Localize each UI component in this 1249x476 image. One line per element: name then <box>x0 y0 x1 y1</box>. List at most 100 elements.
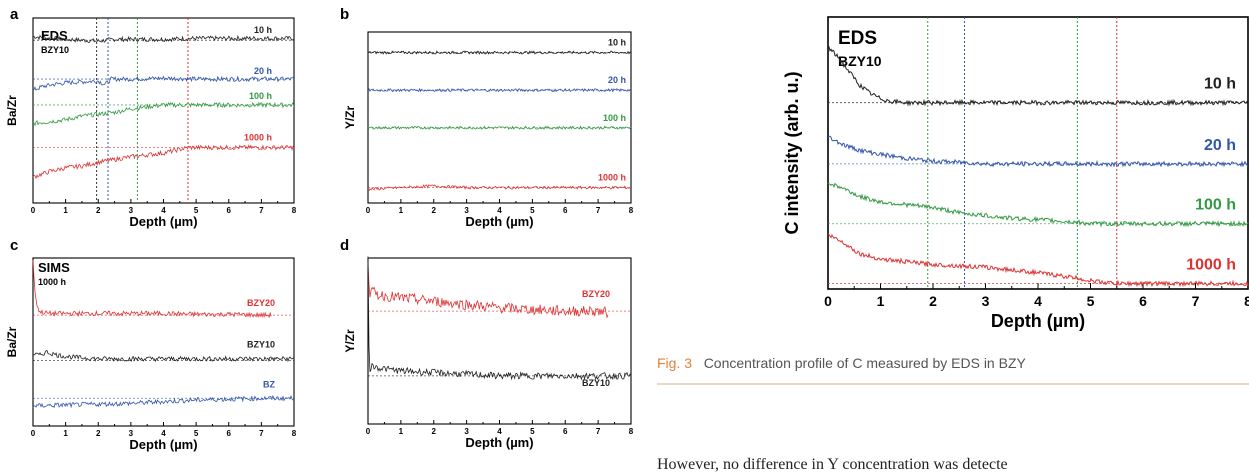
series-label: 1000 h <box>1186 257 1236 274</box>
series-line-10-h <box>367 50 632 55</box>
x-axis-label: Depth (µm) <box>465 435 533 450</box>
panel-c: 0 1 2 3 4 5 6 7 8 Depth (µm) Ba/Zr c SIMS 1000 h BZY20… <box>5 237 297 452</box>
x-axis-label: Depth (µm) <box>465 214 533 229</box>
x-tick-label: 1 <box>877 293 885 309</box>
x-tick-label: 4 <box>161 206 166 215</box>
x-tick-label: 4 <box>161 429 166 438</box>
series-label: BZ <box>263 379 275 389</box>
series-line-10-h <box>32 34 295 44</box>
panel-a: 0 1 2 3 4 5 6 7 8 Depth (µm) Ba/Zr a EDS BZY10 10 h 20 … <box>5 6 297 229</box>
x-tick-label: 2 <box>432 427 437 436</box>
panel-letter: b <box>340 6 349 23</box>
series-label: 1000 h <box>598 173 626 183</box>
series-line-bzy10 <box>32 350 295 363</box>
x-tick-label: 5 <box>530 206 535 215</box>
panel-subtitle: BZY10 <box>41 45 69 55</box>
y-axis-label: Ba/Zr <box>5 326 19 357</box>
figure-caption-text: Concentration profile of C measured by E… <box>703 355 1026 371</box>
x-tick-label: 7 <box>259 206 264 215</box>
panel-title: EDS <box>41 28 68 43</box>
x-tick-label: 6 <box>563 206 568 215</box>
panel-letter: c <box>10 237 18 254</box>
series-line-20-h <box>827 135 1249 168</box>
x-tick-label: 2 <box>96 206 101 215</box>
panel-d: 0 1 2 3 4 5 6 7 8 Depth (µm) Y/Zr d BZY20 BZY10 <box>340 237 634 450</box>
plot-frame <box>827 16 1249 290</box>
series-line-100-h <box>367 125 632 130</box>
x-tick-label: 4 <box>1034 293 1042 309</box>
series-label: 10 h <box>1204 76 1236 93</box>
x-axis-label: Depth (µm) <box>991 311 1085 331</box>
series-label: BZY20 <box>247 298 275 308</box>
x-tick-label: 4 <box>497 206 502 215</box>
x-tick-label: 5 <box>194 206 199 215</box>
panel-b: 0 1 2 3 4 5 6 7 8 Depth (µm) Y/Zr b 10 h 20 h 100 h 100… <box>340 6 634 229</box>
series-line-1000-h <box>32 144 295 180</box>
x-tick-label: 0 <box>31 206 36 215</box>
x-axis-label: Depth (µm) <box>129 437 197 452</box>
x-tick-label: 5 <box>194 429 199 438</box>
series-line-1000-h <box>827 233 1249 288</box>
series-label: 100 h <box>1195 197 1236 214</box>
panel-subtitle: BZY10 <box>838 53 882 69</box>
series-label: 100 h <box>603 113 626 123</box>
panel-letter: a <box>10 6 19 23</box>
series-label: 1000 h <box>244 133 272 143</box>
x-tick-label: 7 <box>596 206 601 215</box>
series-line-100-h <box>827 182 1249 228</box>
series-line-bzy20 <box>367 262 609 319</box>
series-label: BZY10 <box>582 378 610 388</box>
caption-divider <box>657 383 1249 385</box>
x-tick-label: 4 <box>497 427 502 436</box>
series-line-20-h <box>367 87 632 93</box>
x-tick-label: 0 <box>31 429 36 438</box>
x-tick-label: 6 <box>227 206 232 215</box>
x-tick-label: 3 <box>982 293 990 309</box>
series-line-10-h <box>827 45 1249 107</box>
panel-title: SIMS <box>38 260 70 275</box>
y-axis-label: C intensity (arb. u.) <box>782 71 802 234</box>
series-label: BZY20 <box>582 289 610 299</box>
x-tick-label: 3 <box>464 206 469 215</box>
x-tick-label: 1 <box>63 206 68 215</box>
series-label: 20 h <box>1204 137 1236 154</box>
series-line-bz <box>32 394 295 409</box>
series-label: BZY10 <box>247 339 275 349</box>
figure-caption-label: Fig. 3 <box>657 355 693 371</box>
panel-title: EDS <box>838 28 877 49</box>
x-tick-label: 8 <box>629 206 634 215</box>
panel-e: 0 1 2 3 4 5 6 7 8 Depth (µm) C intensity (arb. u.)… <box>782 16 1249 331</box>
y-axis-label: Y/Zr <box>343 106 357 130</box>
x-tick-label: 2 <box>432 206 437 215</box>
x-tick-label: 6 <box>563 427 568 436</box>
x-tick-label: 3 <box>129 206 134 215</box>
x-axis-label: Depth (µm) <box>129 214 197 229</box>
plot-frame <box>367 257 632 425</box>
series-line-bzy10 <box>367 256 632 381</box>
series-line-100-h <box>32 101 295 127</box>
x-tick-label: 0 <box>366 427 371 436</box>
x-tick-label: 5 <box>530 427 535 436</box>
plot-frame <box>367 31 632 204</box>
panel-letter: d <box>340 237 349 254</box>
series-label: 20 h <box>254 66 272 76</box>
series-line-bzy20 <box>32 260 272 319</box>
plot-frame <box>32 17 295 204</box>
x-tick-label: 1 <box>399 427 404 436</box>
series-label: 100 h <box>249 91 272 101</box>
x-tick-label: 7 <box>259 429 264 438</box>
x-tick-label: 3 <box>464 427 469 436</box>
x-tick-label: 8 <box>292 429 297 438</box>
x-tick-label: 3 <box>129 429 134 438</box>
x-tick-label: 7 <box>596 427 601 436</box>
x-tick-label: 8 <box>629 427 634 436</box>
figure-caption: Fig. 3 Concentration profile of C measur… <box>657 355 1026 371</box>
x-tick-label: 0 <box>824 293 832 309</box>
x-tick-label: 1 <box>399 206 404 215</box>
x-tick-label: 7 <box>1192 293 1200 309</box>
x-tick-label: 5 <box>1087 293 1095 309</box>
panel-subtitle: 1000 h <box>38 277 66 287</box>
x-tick-label: 6 <box>1139 293 1147 309</box>
series-line-1000-h <box>367 184 632 191</box>
